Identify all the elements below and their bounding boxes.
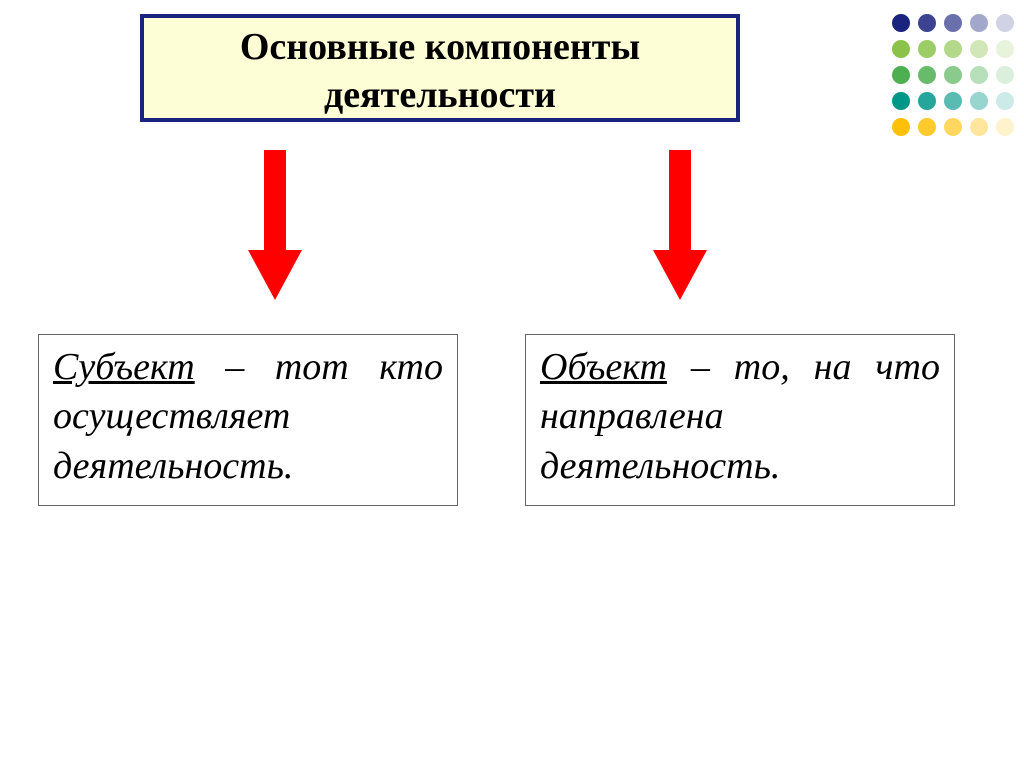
dot-icon bbox=[944, 118, 962, 136]
dot-icon bbox=[944, 14, 962, 32]
title-box: Основные компоненты деятельности bbox=[140, 14, 740, 122]
dot-icon bbox=[892, 92, 910, 110]
term-object: Объект bbox=[540, 346, 667, 388]
dot-icon bbox=[918, 14, 936, 32]
definition-object: Объект – то, на что направлена деятельно… bbox=[525, 334, 955, 506]
dot-icon bbox=[944, 92, 962, 110]
definition-subject: Субъект – тот кто осуществляет деятельно… bbox=[38, 334, 458, 506]
title-line2: деятельности bbox=[324, 74, 556, 116]
title-line1: Основные компоненты bbox=[240, 26, 640, 68]
dot-icon bbox=[918, 40, 936, 58]
dot-icon bbox=[996, 118, 1014, 136]
dot-icon bbox=[918, 118, 936, 136]
dot-icon bbox=[892, 14, 910, 32]
dot-icon bbox=[918, 66, 936, 84]
arrow-left bbox=[248, 150, 302, 305]
dot-icon bbox=[970, 118, 988, 136]
dot-icon bbox=[996, 92, 1014, 110]
dot-icon bbox=[970, 40, 988, 58]
dot-icon bbox=[996, 14, 1014, 32]
dot-icon bbox=[918, 92, 936, 110]
dot-icon bbox=[944, 40, 962, 58]
dot-icon bbox=[996, 40, 1014, 58]
dot-icon bbox=[892, 66, 910, 84]
dot-icon bbox=[970, 14, 988, 32]
dot-icon bbox=[996, 66, 1014, 84]
term-subject: Субъект bbox=[53, 346, 195, 388]
dot-icon bbox=[970, 92, 988, 110]
dot-icon bbox=[892, 40, 910, 58]
dot-icon bbox=[944, 66, 962, 84]
arrow-right bbox=[653, 150, 707, 305]
dot-icon bbox=[970, 66, 988, 84]
dot-icon bbox=[892, 118, 910, 136]
